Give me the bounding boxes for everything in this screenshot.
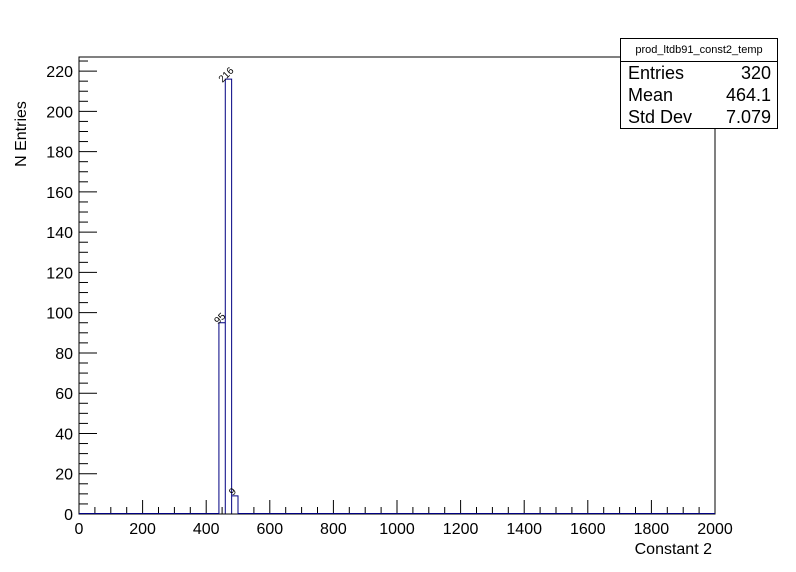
- y-tick-label: 180: [46, 145, 73, 162]
- stats-box: prod_ltdb91_const2_temp Entries 320 Mean…: [620, 38, 778, 129]
- histogram-bin: [232, 496, 238, 514]
- stats-label: Entries: [628, 63, 685, 83]
- y-axis-title: N Entries: [13, 101, 30, 167]
- stats-value: 320: [740, 63, 771, 83]
- stats-value: 7.079: [725, 107, 771, 127]
- x-tick-label: 1600: [570, 521, 606, 538]
- x-tick-label: 2000: [697, 521, 733, 538]
- bin-label: 216: [217, 65, 237, 85]
- y-tick-label: 60: [55, 386, 73, 403]
- y-tick-label: 120: [46, 265, 73, 282]
- stats-row-entries: Entries 320: [621, 62, 777, 84]
- y-tick-label: 0: [64, 507, 73, 524]
- x-tick-label: 800: [320, 521, 347, 538]
- y-tick-label: 220: [46, 64, 73, 81]
- y-tick-label: 140: [46, 225, 73, 242]
- y-tick-label: 160: [46, 185, 73, 202]
- y-tick-label: 80: [55, 346, 73, 363]
- x-axis-title: Constant 2: [635, 541, 712, 558]
- x-tick-label: 1000: [379, 521, 415, 538]
- y-tick-label: 40: [55, 426, 73, 443]
- x-tick-label: 1800: [634, 521, 670, 538]
- histogram-outline: [79, 78, 715, 514]
- bin-label: 95: [213, 311, 229, 327]
- x-tick-label: 1200: [443, 521, 479, 538]
- x-tick-label: 0: [75, 521, 84, 538]
- y-axis: 0 20 40 60 80 100 120 140 160 180 200 220: [46, 60, 97, 524]
- stats-title: prod_ltdb91_const2_temp: [621, 39, 777, 62]
- y-tick-label: 200: [46, 104, 73, 121]
- stats-value: 464.1: [725, 85, 771, 105]
- histogram-bin: [225, 79, 231, 514]
- y-tick-label: 100: [46, 306, 73, 323]
- stats-label: Mean: [628, 85, 674, 105]
- stats-row-stddev: Std Dev 7.079: [621, 106, 777, 128]
- stats-label: Std Dev: [628, 107, 693, 127]
- histogram-bin: [219, 323, 225, 514]
- stats-row-mean: Mean 464.1: [621, 84, 777, 106]
- x-tick-label: 600: [256, 521, 283, 538]
- x-tick-label: 200: [129, 521, 156, 538]
- x-tick-label: 1400: [506, 521, 542, 538]
- y-tick-label: 20: [55, 467, 73, 484]
- x-axis: 0 200 400 600 800 1000 1200 1400 1600 1800 2000: [75, 500, 733, 538]
- x-tick-label: 400: [193, 521, 220, 538]
